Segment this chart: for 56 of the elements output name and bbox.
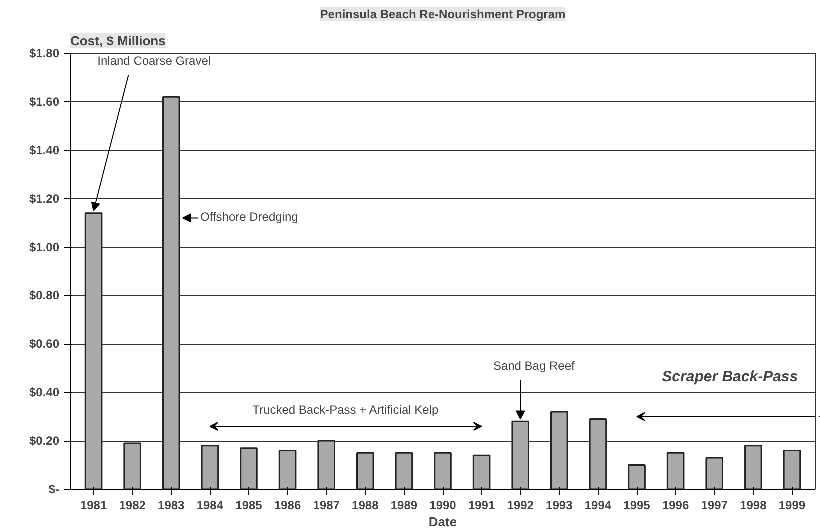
bar: [666, 452, 685, 490]
bar: [278, 450, 297, 490]
x-tick-label: 1997: [701, 498, 728, 512]
x-tick-label: 1987: [313, 498, 340, 512]
x-tick-label: 1992: [507, 498, 534, 512]
bar: [84, 212, 103, 490]
bar: [706, 457, 724, 490]
x-tick-label: 1991: [468, 498, 496, 512]
x-tick-label: 1989: [390, 498, 418, 512]
bar: [434, 452, 452, 490]
y-tick-label: $1.00: [29, 240, 60, 254]
x-tick-label: 1986: [274, 498, 302, 512]
x-tick-label: 1994: [584, 498, 612, 512]
y-tick-label: $0.20: [29, 434, 60, 448]
bar: [318, 440, 336, 490]
bar: [240, 448, 258, 490]
bar: [395, 452, 414, 490]
x-axis-title: Date: [428, 514, 458, 530]
y-tick-label: $-: [48, 482, 60, 496]
bar: [550, 411, 568, 490]
annotation: Trucked Back-Pass + Artificial Kelp: [252, 402, 439, 417]
bar: [472, 454, 491, 490]
y-tick-label: $1.40: [29, 143, 60, 158]
x-tick-label: 1993: [546, 498, 574, 512]
bar: [124, 442, 142, 490]
bar: [589, 418, 608, 490]
x-tick-label: 1981: [80, 498, 108, 512]
y-axis-title: Cost, $ Millions: [70, 34, 166, 48]
bar: [162, 96, 180, 490]
x-tick-label: 1982: [119, 498, 146, 512]
x-tick-label: 1990: [430, 498, 457, 512]
y-tick-label: $1.80: [29, 46, 60, 60]
bar: [356, 452, 374, 490]
bar: [783, 450, 802, 490]
x-tick-label: 1995: [624, 498, 651, 512]
annotation: Offshore Dredging: [200, 210, 298, 224]
y-tick-label: $1.20: [29, 192, 60, 206]
annotation: Scraper Back-Pass: [662, 368, 798, 386]
y-tick-label: $1.60: [29, 94, 60, 109]
x-tick-label: 1985: [236, 498, 263, 512]
bar: [201, 445, 220, 490]
x-tick-label: 1999: [778, 498, 806, 512]
x-tick-label: 1984: [196, 498, 224, 512]
x-tick-label: 1988: [352, 498, 380, 512]
bar: [744, 445, 762, 490]
chart-title: Peninsula Beach Re-Nourishment Program: [320, 8, 566, 22]
annotation: Inland Coarse Gravel: [98, 54, 212, 68]
bar: [512, 420, 530, 490]
y-tick-label: $0.40: [29, 386, 60, 400]
annotation: Sand Bag Reef: [493, 359, 576, 374]
y-tick-label: $0.80: [29, 288, 60, 303]
bar: [628, 464, 646, 490]
y-tick-label: $0.60: [29, 337, 60, 352]
x-tick-label: 1983: [158, 498, 186, 512]
x-tick-label: 1996: [662, 498, 690, 512]
x-tick-label: 1998: [740, 498, 768, 512]
